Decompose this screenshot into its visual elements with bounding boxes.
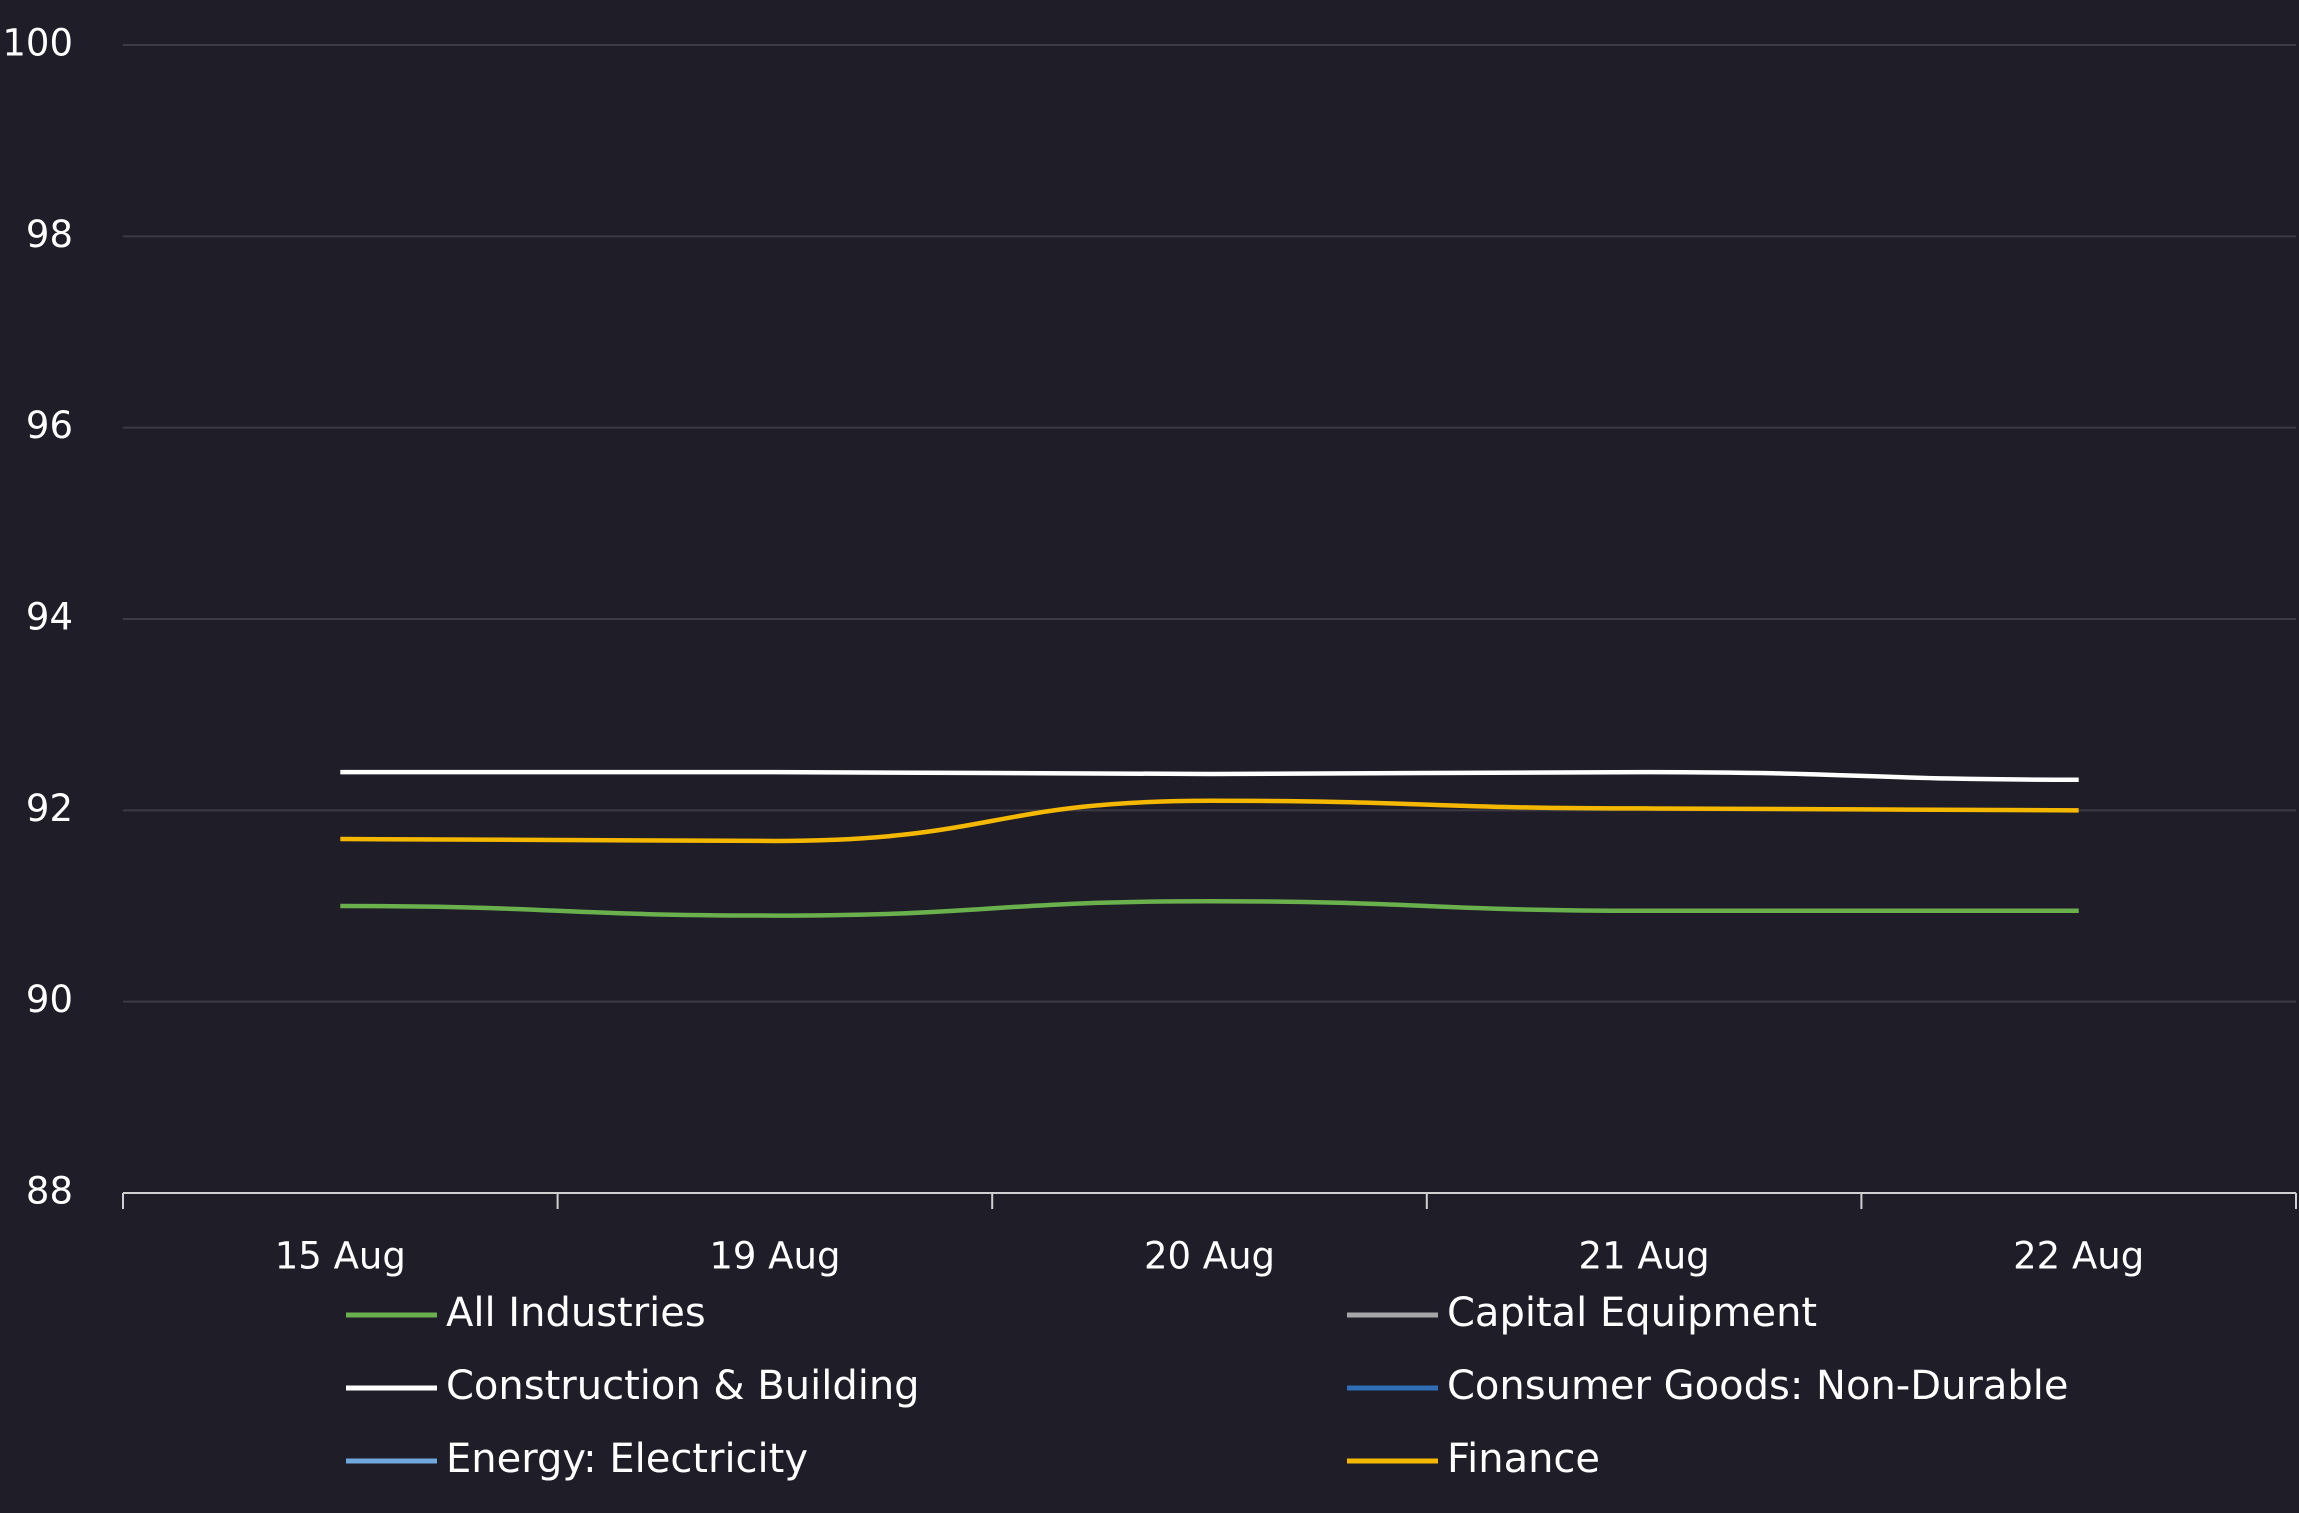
y-tick-label: 98 (26, 213, 73, 256)
legend-label: Finance (1447, 1436, 1600, 1482)
legend-label: Energy: Electricity (446, 1436, 808, 1482)
series-line (340, 769, 2079, 782)
series-line (340, 798, 2079, 844)
legend-label: Capital Equipment (1447, 1290, 1817, 1336)
x-tick-label: 15 Aug (275, 1235, 406, 1278)
series-line (340, 898, 2079, 918)
y-tick-label: 90 (26, 978, 73, 1021)
y-tick-label: 100 (2, 22, 73, 65)
legend-label: Consumer Goods: Non-Durable (1447, 1363, 2068, 1409)
y-tick-label: 94 (26, 596, 73, 639)
x-tick-label: 19 Aug (709, 1235, 840, 1278)
y-tick-label: 88 (26, 1170, 73, 1213)
x-tick-label: 21 Aug (1579, 1235, 1710, 1278)
legend-label: All Industries (446, 1290, 706, 1336)
x-tick-label: 20 Aug (1144, 1235, 1275, 1278)
legend-label: Construction & Building (446, 1363, 920, 1409)
y-tick-label: 92 (26, 787, 73, 830)
y-tick-label: 96 (26, 404, 73, 447)
x-tick-label: 22 Aug (2013, 1235, 2144, 1278)
